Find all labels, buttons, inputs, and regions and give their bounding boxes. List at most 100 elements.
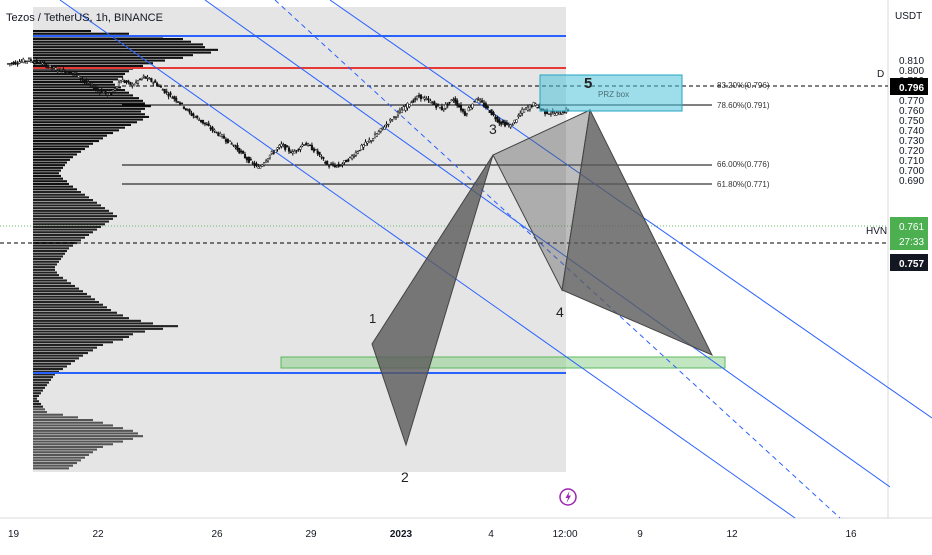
volume-profile-bar	[33, 62, 153, 65]
candle-body	[469, 107, 472, 110]
candle-body	[115, 86, 119, 89]
candle-body	[169, 92, 172, 95]
volume-profile-bar	[33, 435, 143, 438]
volume-profile-bar	[33, 70, 129, 73]
candle-body	[351, 155, 354, 160]
volume-profile-bar	[33, 126, 125, 129]
fib-label: 83.20%(0.796)	[717, 81, 770, 90]
candle-body	[253, 163, 256, 167]
candle-body	[136, 80, 140, 84]
volume-profile-bar	[33, 400, 39, 403]
volume-profile-bar	[33, 317, 129, 320]
candle-body	[148, 78, 151, 80]
volume-profile-bar	[33, 346, 97, 349]
candle-body	[287, 147, 291, 152]
pattern-point-2: 2	[401, 469, 409, 485]
candle-body	[270, 151, 273, 154]
volume-profile-bar	[33, 161, 67, 164]
candle-body	[98, 91, 101, 93]
volume-profile-bar	[33, 424, 113, 427]
candle-body	[68, 70, 71, 75]
channel-line-upper[interactable]	[204, 0, 891, 488]
price-axis-ticks[interactable]: 0.8100.8000.7900.7800.7700.7600.7500.740…	[899, 56, 924, 187]
candle-body	[555, 112, 558, 116]
candle-body	[377, 131, 380, 135]
candle-body	[240, 150, 243, 153]
volume-profile-bar	[33, 464, 73, 467]
candle-body	[444, 104, 447, 109]
candle-body	[412, 100, 415, 103]
volume-profile-bar	[33, 459, 81, 462]
candle-body	[519, 112, 522, 116]
candle-body	[410, 102, 413, 106]
candle-body	[167, 94, 170, 97]
volume-profile-bar	[33, 453, 89, 456]
candle-body	[71, 72, 75, 75]
candle-body	[471, 103, 474, 109]
candle-body	[133, 84, 136, 87]
candle-body	[328, 165, 331, 168]
candle-body	[370, 140, 373, 142]
candle-body	[383, 126, 386, 130]
candle-body	[532, 102, 535, 107]
candle-body	[442, 108, 445, 111]
lightning-event-icon[interactable]	[559, 488, 577, 506]
pattern-point-3: 3	[489, 121, 497, 137]
candle-body	[513, 119, 516, 123]
volume-profile-bar	[33, 338, 123, 341]
volume-profile-bar	[33, 360, 75, 363]
candle-body	[177, 101, 180, 103]
prz-box-label: PRZ box	[598, 90, 629, 99]
volume-profile-bar	[33, 201, 97, 204]
volume-profile-bar	[33, 427, 123, 430]
candle-body	[511, 124, 514, 126]
pattern-triangle-xab[interactable]	[371, 154, 494, 447]
candle-body	[226, 138, 229, 144]
volume-profile-bar	[33, 416, 78, 419]
candle-body	[563, 111, 566, 114]
volume-profile-bar	[33, 284, 75, 287]
candle-body	[425, 98, 428, 100]
time-axis-ticks[interactable]: 19 22 26 29 2023 4 12:00 9 12 16	[8, 529, 857, 540]
candle-body	[461, 109, 465, 112]
volume-profile-bar	[33, 408, 45, 411]
volume-profile-bar	[33, 182, 69, 185]
candle-body	[373, 134, 377, 139]
candle-body	[156, 82, 159, 87]
prz-box[interactable]	[539, 74, 683, 112]
candle-body	[85, 80, 88, 84]
candle-body	[140, 77, 143, 80]
candle-body	[135, 81, 138, 83]
candle-body	[435, 104, 438, 108]
volume-profile-bar	[33, 327, 163, 330]
candle-body	[502, 120, 505, 124]
candle-body	[47, 66, 50, 68]
candle-body	[249, 158, 252, 161]
candle-body	[230, 143, 233, 145]
support-zone[interactable]	[280, 356, 726, 369]
volume-profile-bar	[33, 250, 67, 253]
candle-body	[58, 68, 61, 70]
volume-profile-bar	[33, 164, 65, 167]
candle-body	[500, 121, 503, 125]
candle-body	[265, 160, 268, 163]
candle-body	[152, 82, 155, 84]
candle-body	[299, 146, 302, 150]
candle-body	[215, 131, 218, 134]
volume-profile-bar	[33, 429, 133, 432]
candle-body	[159, 85, 162, 88]
volume-profile-bar	[33, 268, 55, 271]
channel-midline-dashed[interactable]	[274, 0, 841, 519]
pattern-projection[interactable]	[561, 108, 714, 357]
candle-body	[154, 80, 157, 83]
symbol-title[interactable]: Tezos / TetherUS, 1h, BINANCE	[6, 12, 163, 24]
candle-body	[352, 155, 356, 158]
candle-body	[477, 98, 480, 100]
candle-body	[408, 104, 411, 107]
candle-body	[343, 160, 346, 163]
volume-profile-bar	[33, 94, 133, 97]
time-tick-label: 2023	[390, 529, 413, 540]
candle-body	[33, 61, 36, 64]
